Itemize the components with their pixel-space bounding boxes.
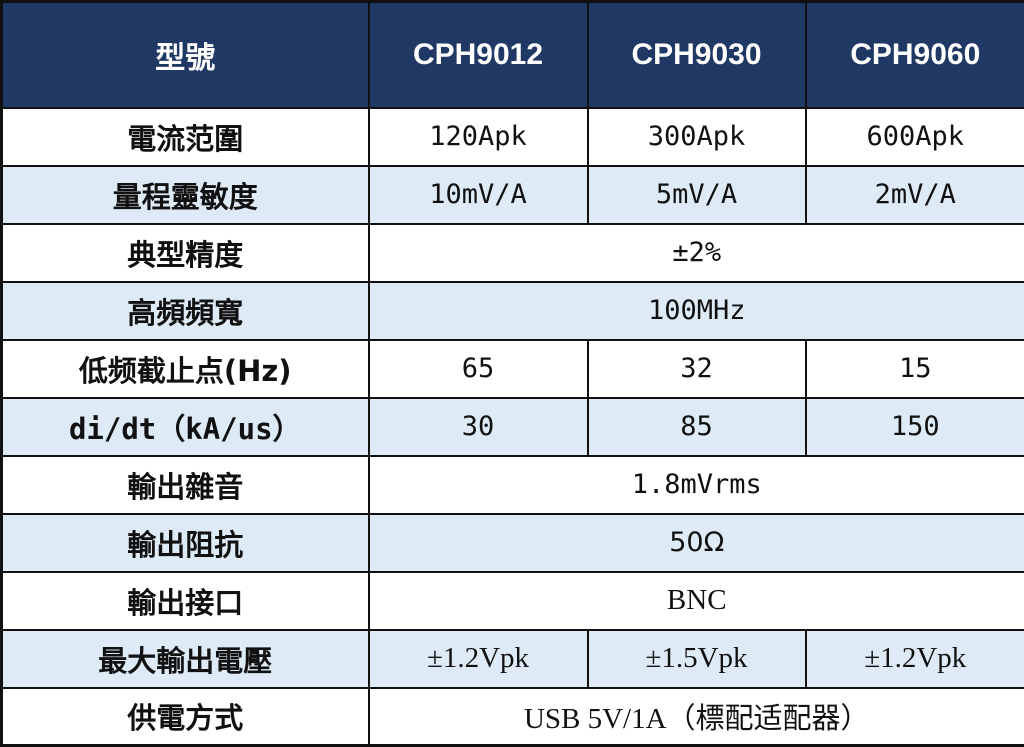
table-row: 典型精度 ±2% <box>0 222 1024 283</box>
row-label: 輸出接口 <box>0 570 370 631</box>
table-row: 輸出阻抗 50Ω <box>0 512 1024 573</box>
row-label: 高頻頻寬 <box>0 280 370 341</box>
row-label: 典型精度 <box>0 222 370 283</box>
header-row: 型號 CPH9012 CPH9030 CPH9060 <box>0 0 1024 109</box>
cell-value: ±1.5Vpk <box>586 628 807 689</box>
cell-value: 32 <box>586 338 807 399</box>
table-header: 型號 CPH9012 CPH9030 CPH9060 <box>0 0 1024 109</box>
cell-value: ±1.2Vpk <box>804 628 1024 689</box>
table-row: 高頻頻寬 100MHz <box>0 280 1024 341</box>
row-label: 供電方式 <box>0 686 370 747</box>
cell-value: 300Apk <box>586 106 807 167</box>
row-label: 電流范圍 <box>0 106 370 167</box>
cell-value-merged: USB 5V/1A（標配适配器） <box>367 686 1024 747</box>
header-model-cph9060: CPH9060 <box>804 0 1024 109</box>
cell-value: 2mV/A <box>804 164 1024 225</box>
row-label: 量程靈敏度 <box>0 164 370 225</box>
header-model-label: 型號 <box>0 0 370 109</box>
cell-value-merged: 1.8mVrms <box>367 454 1024 515</box>
row-label: 輸出阻抗 <box>0 512 370 573</box>
cell-value: 10mV/A <box>367 164 589 225</box>
cell-value: 600Apk <box>804 106 1024 167</box>
cell-value-merged: 50Ω <box>367 512 1024 573</box>
cell-value-merged: ±2% <box>367 222 1024 283</box>
cell-value: 120Apk <box>367 106 589 167</box>
cell-value: 5mV/A <box>586 164 807 225</box>
cell-value: 30 <box>367 396 589 457</box>
header-model-cph9012: CPH9012 <box>367 0 589 109</box>
table-row: 輸出接口 BNC <box>0 570 1024 631</box>
cell-value-merged: BNC <box>367 570 1024 631</box>
cell-value: 85 <box>586 396 807 457</box>
cell-value-merged: 100MHz <box>367 280 1024 341</box>
table-row: 量程靈敏度 10mV/A 5mV/A 2mV/A <box>0 164 1024 225</box>
cell-value: 15 <box>804 338 1024 399</box>
table-row: 輸出雜音 1.8mVrms <box>0 454 1024 515</box>
cell-value: 65 <box>367 338 589 399</box>
table-row: 最大輸出電壓 ±1.2Vpk ±1.5Vpk ±1.2Vpk <box>0 628 1024 689</box>
row-label: 低频截止点(Hz) <box>0 338 370 399</box>
table-row: 電流范圍 120Apk 300Apk 600Apk <box>0 106 1024 167</box>
header-model-cph9030: CPH9030 <box>586 0 807 109</box>
row-label: 輸出雜音 <box>0 454 370 515</box>
cell-value: ±1.2Vpk <box>367 628 589 689</box>
table-row: 供電方式 USB 5V/1A（標配适配器） <box>0 686 1024 747</box>
table-row: di/dt（kA/us） 30 85 150 <box>0 396 1024 457</box>
table-row: 低频截止点(Hz) 65 32 15 <box>0 338 1024 399</box>
row-label: 最大輸出電壓 <box>0 628 370 689</box>
cell-value: 150 <box>804 396 1024 457</box>
row-label: di/dt（kA/us） <box>0 396 370 457</box>
table-body: 電流范圍 120Apk 300Apk 600Apk 量程靈敏度 10mV/A 5… <box>0 106 1024 747</box>
